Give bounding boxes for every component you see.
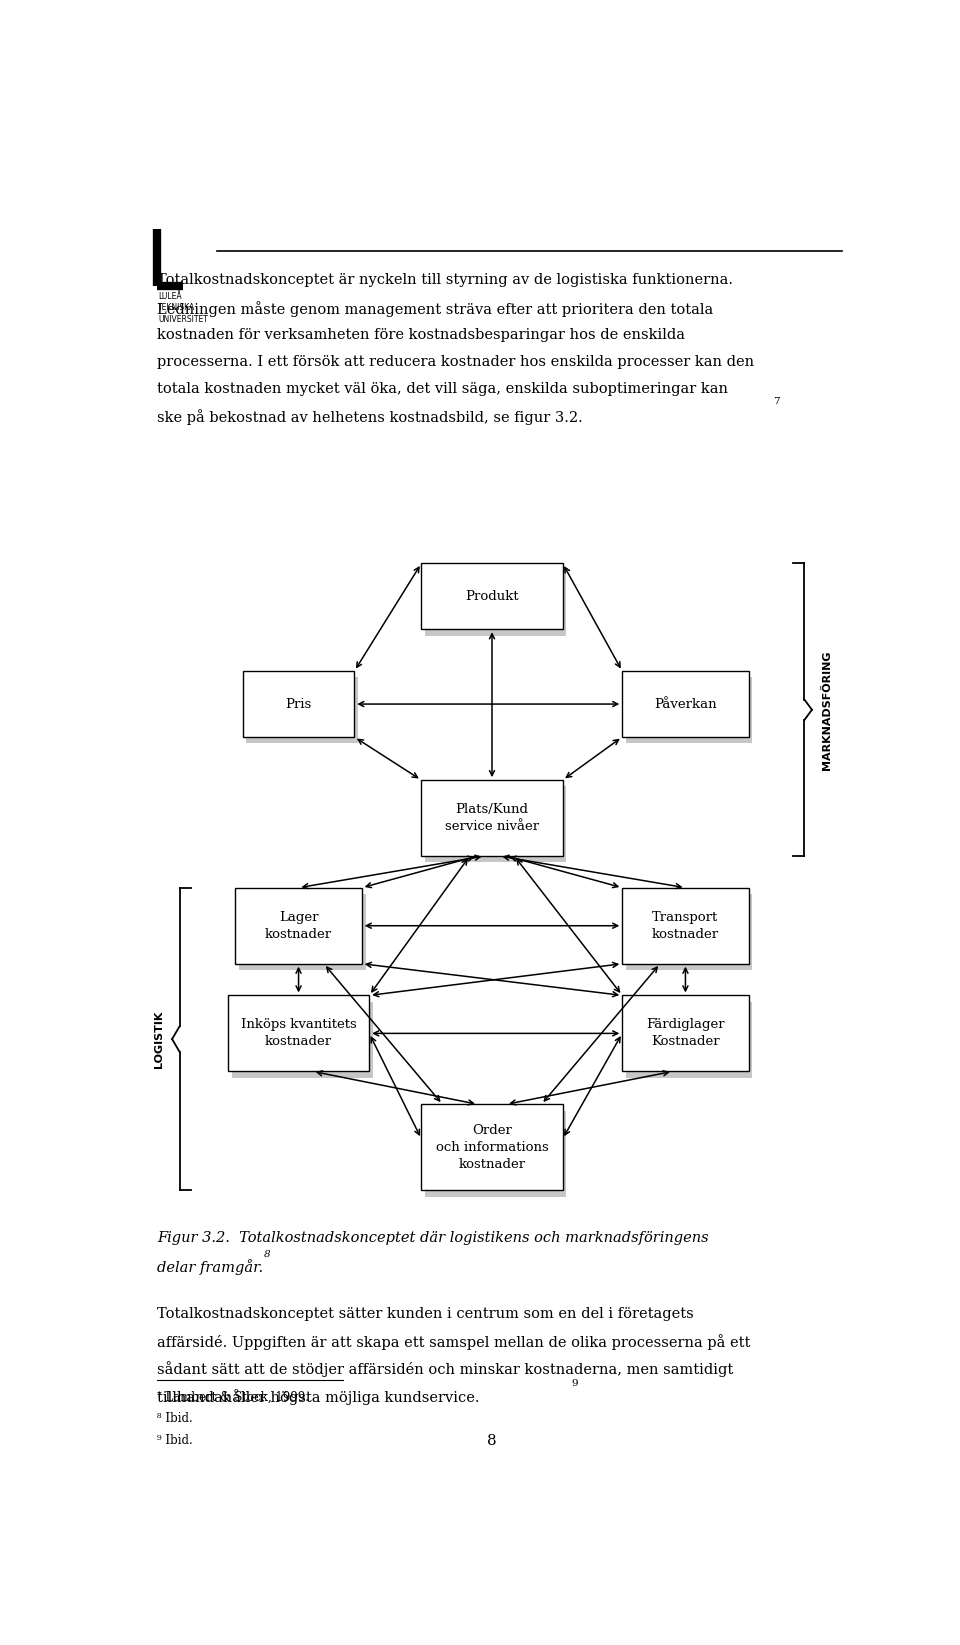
FancyBboxPatch shape [235, 888, 362, 964]
Text: Totalkostnadskonceptet sätter kunden i centrum som en del i företagets: Totalkostnadskonceptet sätter kunden i c… [157, 1308, 694, 1321]
Text: Lager
kostnader: Lager kostnader [265, 911, 332, 941]
Text: LOGISTIK: LOGISTIK [154, 1010, 164, 1068]
Text: Totalkostnadskonceptet är nyckeln till styrning av de logistiska funktionerna.: Totalkostnadskonceptet är nyckeln till s… [157, 273, 733, 288]
Text: Plats/Kund
service nivåer: Plats/Kund service nivåer [444, 803, 540, 832]
Text: tillhandahåller högsta möjliga kundservice.: tillhandahåller högsta möjliga kundservi… [157, 1388, 480, 1405]
FancyBboxPatch shape [622, 888, 749, 964]
Text: Figur 3.2.  Totalkostnadskonceptet där logistikens och marknadsföringens: Figur 3.2. Totalkostnadskonceptet där lo… [157, 1230, 708, 1245]
FancyBboxPatch shape [421, 564, 563, 630]
FancyBboxPatch shape [243, 671, 354, 737]
Text: ⁷ Lambert & Stock, 1999.: ⁷ Lambert & Stock, 1999. [157, 1390, 309, 1403]
Text: ⁸ Ibid.: ⁸ Ibid. [157, 1411, 193, 1425]
Text: Pris: Pris [285, 697, 312, 711]
Text: 9: 9 [571, 1379, 578, 1387]
Text: ske på bekostnad av helhetens kostnadsbild, se figur 3.2.: ske på bekostnad av helhetens kostnadsbi… [157, 410, 583, 426]
FancyBboxPatch shape [425, 569, 566, 635]
Text: processerna. I ett försök att reducera kostnader hos enskilda processer kan den: processerna. I ett försök att reducera k… [157, 355, 755, 368]
Text: 8: 8 [264, 1250, 270, 1258]
FancyBboxPatch shape [231, 1002, 372, 1077]
FancyBboxPatch shape [239, 895, 366, 971]
FancyBboxPatch shape [622, 995, 749, 1071]
FancyBboxPatch shape [626, 1002, 753, 1077]
Text: delar framgår.: delar framgår. [157, 1258, 263, 1275]
FancyBboxPatch shape [425, 1110, 566, 1198]
Text: Produkt: Produkt [466, 591, 518, 604]
FancyBboxPatch shape [425, 786, 566, 862]
FancyBboxPatch shape [622, 671, 749, 737]
Text: 7: 7 [773, 396, 780, 406]
Text: Ledningen måste genom management sträva efter att prioritera den totala: Ledningen måste genom management sträva … [157, 301, 713, 316]
FancyBboxPatch shape [247, 678, 358, 744]
FancyBboxPatch shape [626, 678, 753, 744]
Text: Färdiglager
Kostnader: Färdiglager Kostnader [646, 1018, 725, 1048]
FancyBboxPatch shape [626, 895, 753, 971]
Text: Inköps kvantitets
kostnader: Inköps kvantitets kostnader [241, 1018, 356, 1048]
Text: totala kostnaden mycket väl öka, det vill säga, enskilda suboptimeringar kan: totala kostnaden mycket väl öka, det vil… [157, 382, 729, 396]
FancyBboxPatch shape [421, 780, 563, 855]
Text: Påverkan: Påverkan [654, 697, 717, 711]
Text: LULEÅ
TEKNISKA
UNIVERSITET: LULEÅ TEKNISKA UNIVERSITET [158, 293, 207, 324]
Text: ⁹ Ibid.: ⁹ Ibid. [157, 1434, 193, 1446]
Text: kostnaden för verksamheten före kostnadsbesparingar hos de enskilda: kostnaden för verksamheten före kostnads… [157, 327, 685, 342]
Text: affärsidé. Uppgiften är att skapa ett samspel mellan de olika processerna på ett: affärsidé. Uppgiften är att skapa ett sa… [157, 1334, 751, 1351]
Text: Order
och informations
kostnader: Order och informations kostnader [436, 1124, 548, 1171]
FancyBboxPatch shape [421, 1104, 563, 1191]
Text: sådant sätt att de stödjer affärsidén och minskar kostnaderna, men samtidigt: sådant sätt att de stödjer affärsidén oc… [157, 1362, 733, 1377]
FancyBboxPatch shape [228, 995, 370, 1071]
Text: MARKNADSFÖRING: MARKNADSFÖRING [822, 650, 831, 770]
Text: 8: 8 [487, 1433, 497, 1448]
Text: Transport
kostnader: Transport kostnader [652, 911, 719, 941]
